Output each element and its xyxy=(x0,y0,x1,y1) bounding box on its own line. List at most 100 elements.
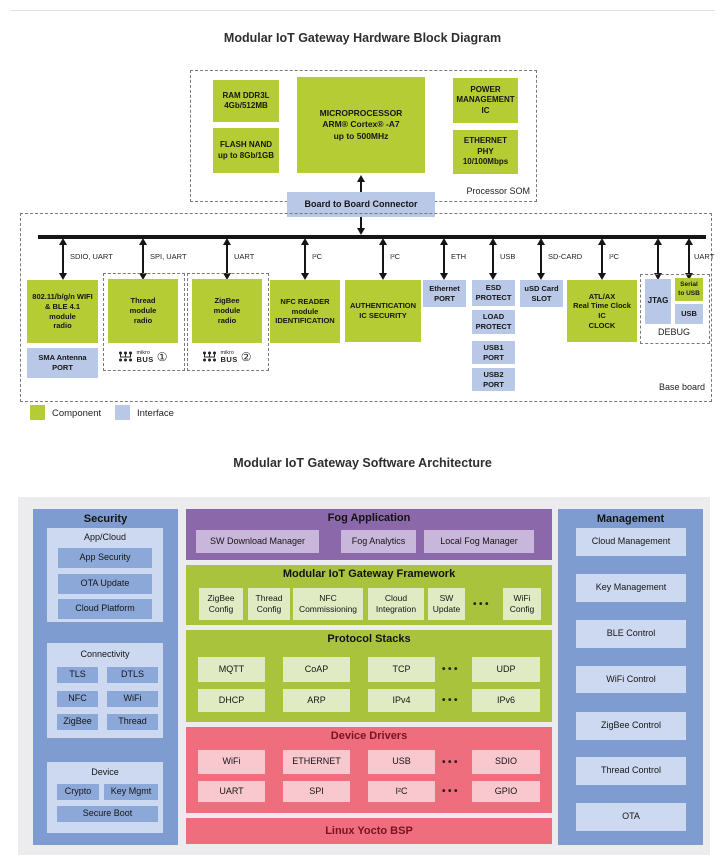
framework-item-zigbee-config: ZigBee Config xyxy=(199,588,243,620)
authentication-ic: AUTHENTICATION IC SECURITY xyxy=(345,280,421,342)
driver-item-gpio: GPIO xyxy=(472,781,540,802)
ethernet-port: Ethernet PORT xyxy=(423,280,466,307)
mikrobus-socket-2: mikro BUS ② xyxy=(192,346,262,368)
protocol-item-dhcp: DHCP xyxy=(198,689,265,712)
security-item-thread: Thread xyxy=(107,714,158,730)
mikrobus-icon xyxy=(203,351,217,362)
mikrobus-logo: mikro BUS xyxy=(136,350,154,364)
fog-item-local-manager: Local Fog Manager xyxy=(424,530,534,553)
mikrobus-icon xyxy=(119,351,133,362)
bus-arrow-serial-usb xyxy=(685,238,693,280)
device-label: Device xyxy=(91,767,119,777)
app-cloud-label: App/Cloud xyxy=(83,532,127,542)
framework-item-sw-update: SW Update xyxy=(428,588,465,620)
framework-item-cloud-integration: Cloud Integration xyxy=(368,588,424,620)
framework-item-nfc-commissioning: NFC Commissioning xyxy=(293,588,363,620)
bus-label-i2c-3: I²C xyxy=(609,252,619,261)
zigbee-module: ZigBee module radio xyxy=(192,279,262,343)
usb2-port: USB2 PORT xyxy=(472,368,515,391)
base-board-label: Base board xyxy=(658,382,705,392)
security-item-nfc: NFC xyxy=(57,691,98,707)
bus-arrow-auth xyxy=(379,238,387,280)
fog-item-sw-download: SW Download Manager xyxy=(196,530,319,553)
connector-to-bus-arrow xyxy=(357,217,365,235)
security-item-app-security: App Security xyxy=(58,548,152,568)
framework-title: Modular IoT Gateway Framework xyxy=(282,568,456,580)
bus-arrow-rtc xyxy=(598,238,606,280)
mikrobus-logo: mikro BUS xyxy=(220,349,237,364)
esd-protect: ESD PROTECT xyxy=(472,280,515,306)
thread-socket-boundary xyxy=(103,273,185,371)
protocol-stacks-title: Protocol Stacks xyxy=(327,633,411,645)
security-item-cloud-platform: Cloud Platform xyxy=(58,599,152,619)
driver-more-dots-1: ••• xyxy=(441,756,460,768)
bus-label-sdcard: SD-CARD xyxy=(548,252,583,261)
framework-more-dots: ••• xyxy=(472,598,491,610)
driver-item-usb: USB xyxy=(368,750,435,774)
driver-item-uart: UART xyxy=(198,781,265,802)
device-drivers-title: Device Drivers xyxy=(330,730,408,742)
bus-arrow-sdcard xyxy=(537,238,545,280)
driver-item-i2c: I²C xyxy=(368,781,435,802)
legend-component-label: Component xyxy=(52,408,102,419)
system-bus xyxy=(38,235,706,239)
management-item-key: Key Management xyxy=(576,574,686,602)
jtag-block: JTAG xyxy=(645,279,671,324)
protocol-item-coap: CoAP xyxy=(283,657,350,682)
bus-arrow-zigbee xyxy=(223,238,231,280)
connectivity-label: Connectivity xyxy=(80,649,130,659)
framework-item-thread-config: Thread Config xyxy=(248,588,290,620)
legend-interface-swatch xyxy=(115,405,130,420)
nfc-reader-module: NFC READER module IDENTIFICATION xyxy=(270,280,340,343)
bus-label-sdio-uart: SDIO, UART xyxy=(70,252,113,261)
security-item-ota-update: OTA Update xyxy=(58,574,152,594)
sma-antenna-port: SMA Antenna PORT xyxy=(27,348,98,378)
protocol-item-ipv4: IPv4 xyxy=(368,689,435,712)
usd-card-slot: uSD Card SLOT xyxy=(520,280,563,307)
protocol-item-tcp: TCP xyxy=(368,657,435,682)
management-item-zigbee: ZigBee Control xyxy=(576,712,686,740)
bus-label-i2c-2: I²C xyxy=(390,252,400,261)
driver-item-ethernet: ETHERNET xyxy=(283,750,350,774)
ram-block: RAM DDR3L 4Gb/512MB xyxy=(213,80,279,122)
debug-label: DEBUG xyxy=(657,327,690,337)
flash-block: FLASH NAND up to 8Gb/1GB xyxy=(213,128,279,173)
management-item-cloud: Cloud Management xyxy=(576,528,686,556)
management-item-ota: OTA xyxy=(576,803,686,831)
board-to-board-connector: Board to Board Connector xyxy=(287,192,435,217)
bus-label-uart: UART xyxy=(234,252,255,261)
protocol-more-dots-2: ••• xyxy=(441,695,460,706)
hardware-diagram-title: Modular IoT Gateway Hardware Block Diagr… xyxy=(223,31,502,45)
mikrobus-brand-text: mikro xyxy=(220,349,234,356)
bus-arrow-usb xyxy=(489,238,497,280)
usb1-port: USB1 PORT xyxy=(472,341,515,364)
legend-component-swatch xyxy=(30,405,45,420)
bus-label-spi-uart: SPI, UART xyxy=(150,252,187,261)
management-title: Management xyxy=(596,513,665,525)
bus-arrow-eth xyxy=(440,238,448,280)
protocol-item-arp: ARP xyxy=(283,689,350,712)
security-item-secure-boot: Secure Boot xyxy=(57,806,158,822)
fog-item-analytics: Fog Analytics xyxy=(341,530,416,553)
mikrobus-number-2: ② xyxy=(240,350,252,364)
wifi-ble-module: 802.11/b/g/n WIFI & BLE 4.1 module radio xyxy=(27,280,98,343)
mikrobus-socket-1: mikro BUS ① xyxy=(108,346,178,368)
security-item-tls: TLS xyxy=(57,667,98,683)
security-item-key-mgmt: Key Mgmt xyxy=(104,784,158,800)
mikrobus-bus-text: BUS xyxy=(136,355,154,364)
debug-boundary xyxy=(640,274,710,344)
management-item-thread: Thread Control xyxy=(576,757,686,785)
mikrobus-number-1: ① xyxy=(156,350,168,364)
processor-som-label: Processor SOM xyxy=(466,186,530,196)
bus-label-uart-debug: UART xyxy=(694,252,715,261)
security-item-dtls: DTLS xyxy=(107,667,158,683)
security-item-zigbee: ZigBee xyxy=(57,714,98,730)
bus-label-i2c-1: I²C xyxy=(312,252,322,261)
security-item-wifi: WiFi xyxy=(107,691,158,707)
bus-arrow-nfc xyxy=(301,238,309,280)
linux-yocto-bsp-bar: Linux Yocto BSP xyxy=(186,818,552,844)
connector-to-cpu-arrow xyxy=(357,175,365,192)
serial-to-usb-block: Serial to USB xyxy=(675,278,703,301)
security-title: Security xyxy=(83,513,128,525)
